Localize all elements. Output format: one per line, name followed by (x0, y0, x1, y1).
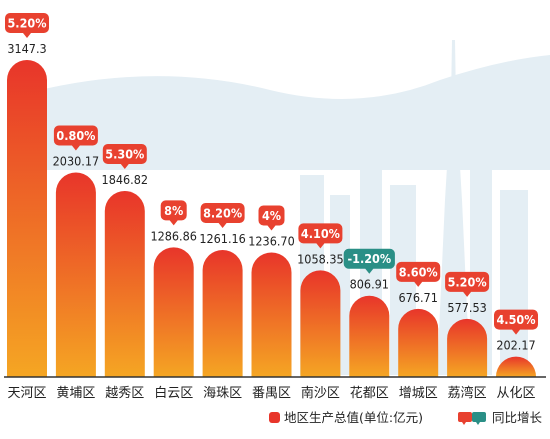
growth-bubble (258, 205, 285, 231)
gdp-bar (7, 60, 47, 377)
growth-rate-label: 4.10% (301, 226, 340, 241)
growth-bubbles-layer: 5.20% 0.80% 5.30% 8% 8.20% 4% 4.10% -1.20% 8.60%… (5, 13, 538, 335)
gdp-value-label: 676.71 (399, 290, 438, 305)
gdp-bar (153, 247, 194, 377)
x-tick-label: 南沙区 (301, 385, 340, 401)
growth-bubble (494, 309, 538, 335)
gdp-bar (398, 308, 439, 377)
growth-rate-label: 8% (164, 203, 183, 218)
gdp-value-label: 202.17 (496, 338, 535, 353)
growth-rate-label: -1.20% (347, 251, 391, 266)
city-skyline-background (20, 40, 550, 375)
x-tick-labels-layer: 天河区 黄埔区 越秀区 白云区 海珠区 番禺区 南沙区 花都区 增城区 荔湾区 从化区 (7, 385, 535, 401)
legend-growth-bubble-red (458, 412, 472, 425)
growth-rate-label: 4.50% (496, 312, 535, 327)
gdp-bar (496, 356, 536, 377)
growth-bubble (160, 200, 187, 226)
gdp-value-label: 1236.70 (248, 233, 295, 248)
gdp-bar (55, 172, 96, 377)
skyline-wave (20, 55, 550, 170)
x-tick-label: 越秀区 (105, 386, 144, 401)
legend-gdp-swatch (269, 412, 280, 423)
gdp-bar (300, 270, 341, 377)
x-tick-label: 荔湾区 (448, 385, 487, 401)
x-tick-label: 天河区 (7, 386, 46, 401)
legend: 地区生产总值(单位:亿元) 同比增长 (269, 410, 543, 425)
growth-rate-label: 5.20% (448, 274, 487, 289)
gdp-bar (104, 190, 145, 377)
x-tick-label: 黄埔区 (56, 386, 95, 401)
growth-bubble (53, 125, 98, 151)
gdp-value-label: 806.91 (350, 277, 389, 292)
skyline-building (500, 190, 528, 375)
x-tick-label: 白云区 (154, 385, 193, 401)
growth-rate-label: 4% (262, 208, 281, 223)
growth-bubble (200, 202, 245, 228)
x-tick-label: 从化区 (496, 386, 535, 401)
gdp-bar (349, 295, 390, 377)
gdp-value-label: 2030.17 (53, 154, 100, 169)
growth-rate-label: 5.30% (105, 146, 144, 161)
x-tick-label: 番禺区 (252, 386, 291, 401)
growth-bubble (445, 271, 490, 297)
gdp-bar (202, 249, 243, 377)
x-tick-label: 增城区 (399, 386, 438, 401)
legend-gdp-label: 地区生产总值(单位:亿元) (284, 410, 423, 425)
gdp-bar (447, 318, 488, 377)
growth-bubble (5, 13, 49, 38)
gdp-value-label: 3147.3 (7, 41, 46, 56)
growth-bubble (396, 261, 441, 287)
growth-bubble (102, 143, 147, 169)
growth-rate-label: 0.80% (56, 128, 95, 143)
legend-growth-bubble-teal (472, 412, 486, 425)
gdp-value-label: 1058.35 (297, 251, 344, 266)
growth-bubble (298, 223, 343, 249)
bars-layer (7, 60, 536, 377)
growth-bubble (343, 248, 395, 274)
gdp-value-label: 1286.86 (150, 228, 197, 243)
growth-rate-label: 5.20% (7, 16, 46, 31)
gdp-value-label: 1846.82 (102, 172, 149, 187)
x-tick-label: 海珠区 (203, 386, 242, 401)
legend-growth-label: 同比增长 (492, 410, 543, 425)
gdp-value-label: 1261.16 (199, 231, 246, 246)
x-tick-label: 花都区 (350, 385, 389, 401)
growth-rate-label: 8.60% (399, 264, 438, 279)
gdp-value-label: 577.53 (447, 300, 486, 315)
gdp-bar (251, 252, 292, 377)
growth-rate-label: 8.20% (203, 205, 242, 220)
legend-growth-icon (458, 412, 486, 425)
